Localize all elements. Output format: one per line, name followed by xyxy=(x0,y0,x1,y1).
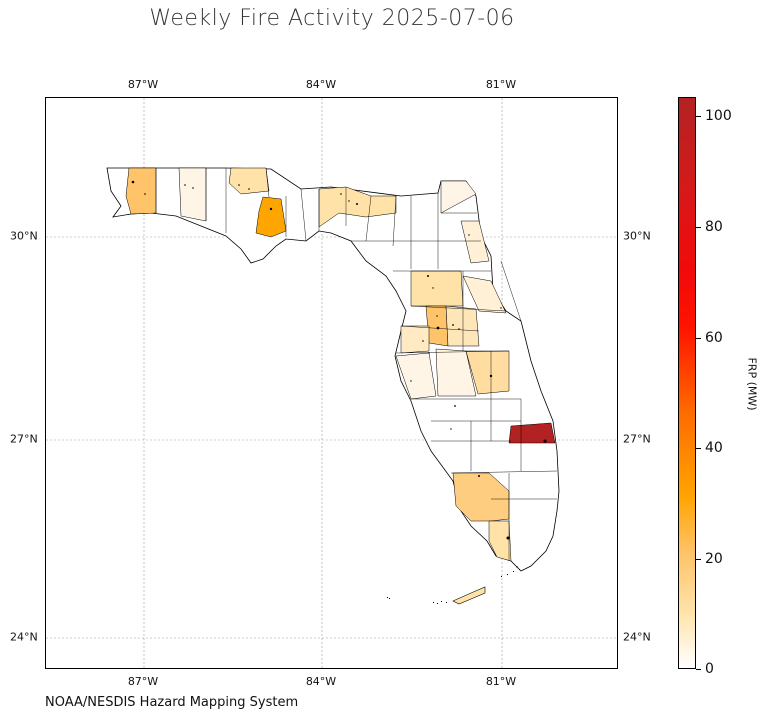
lat-tick-right-1: 27°N xyxy=(623,432,651,446)
county-lake xyxy=(445,305,480,347)
county-bay-calhoun xyxy=(255,196,287,238)
colorbar-label-100: 100 xyxy=(705,108,732,124)
county-walton xyxy=(178,167,207,222)
lon-tick-bottom-2: 81°W xyxy=(485,675,517,688)
colorbar-tick-40 xyxy=(696,448,701,449)
colorbar-label-80: 80 xyxy=(705,219,723,235)
lat-tick-left-0: 30°N xyxy=(10,229,38,243)
county-hillsborough xyxy=(395,352,437,400)
colorbar-label-20: 20 xyxy=(705,551,723,567)
colorbar-axis-label: FRP (MW) xyxy=(745,357,759,411)
colorbar-tick-20 xyxy=(696,559,701,560)
lon-tick-bottom-0: 87°W xyxy=(127,675,159,688)
lat-tick-right-0: 30°N xyxy=(623,229,651,243)
florida-map xyxy=(46,98,617,668)
colorbar-label-0: 0 xyxy=(705,661,714,677)
county-marion xyxy=(410,270,464,307)
lat-tick-right-2: 24°N xyxy=(623,630,651,644)
county-lines xyxy=(155,167,558,561)
county-escambia xyxy=(125,167,157,215)
county-st-lucie xyxy=(508,422,556,444)
county-nassau xyxy=(440,180,477,214)
colorbar-label-40: 40 xyxy=(705,440,723,456)
county-monroe-mainland xyxy=(488,520,512,562)
county-polk xyxy=(435,348,477,397)
keys-outline xyxy=(452,586,486,605)
map-panel[interactable] xyxy=(45,97,618,669)
lat-tick-left-1: 27°N xyxy=(10,432,38,446)
colorbar-tick-60 xyxy=(696,338,701,339)
county-hernando-pasco xyxy=(400,325,430,354)
county-osceola xyxy=(465,350,510,395)
frp-colorbar xyxy=(678,97,696,669)
county-volusia xyxy=(462,275,507,314)
fire-detections xyxy=(131,180,547,568)
lon-tick-top-2: 81°W xyxy=(485,78,517,91)
county-hendry-collier xyxy=(452,472,510,522)
county-shading xyxy=(125,167,556,562)
county-sumter xyxy=(425,305,449,347)
lat-tick-left-2: 24°N xyxy=(10,630,38,644)
lon-tick-top-0: 87°W xyxy=(127,78,159,91)
colorbar-tick-0 xyxy=(696,669,701,670)
county-madison-taylor xyxy=(318,186,397,228)
lon-tick-top-1: 84°W xyxy=(305,78,337,91)
county-st-johns xyxy=(460,220,490,264)
colorbar-tick-80 xyxy=(696,227,701,228)
lon-tick-bottom-1: 84°W xyxy=(305,675,337,688)
keys-islands xyxy=(387,569,520,604)
colorbar-label-60: 60 xyxy=(705,330,723,346)
map-title: Weekly Fire Activity 2025-07-06 xyxy=(149,6,515,31)
data-source-credit: NOAA/NESDIS Hazard Mapping System xyxy=(45,695,299,710)
colorbar-tick-100 xyxy=(696,116,701,117)
county-jackson xyxy=(228,167,270,195)
